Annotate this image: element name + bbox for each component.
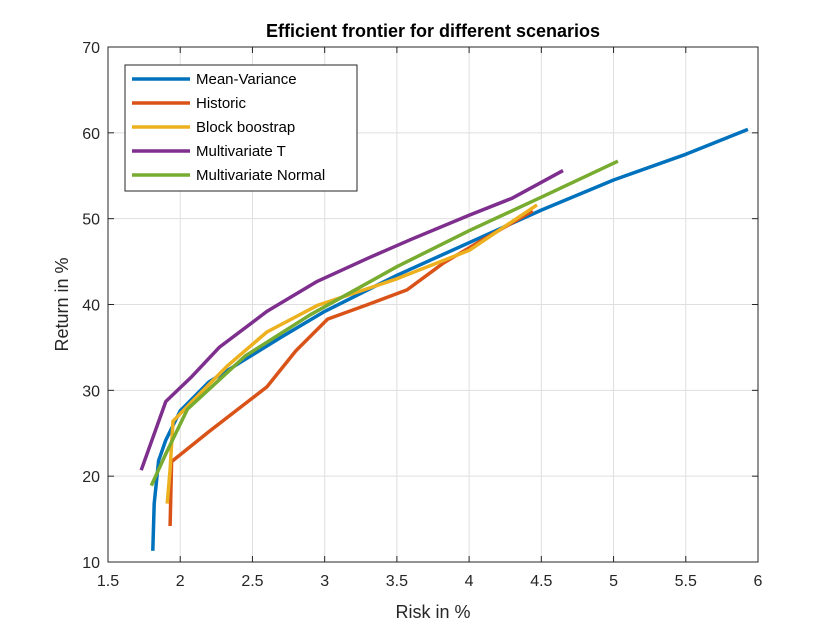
y-tick-label: 10 xyxy=(82,555,100,572)
legend-label: Block boostrap xyxy=(196,119,295,136)
y-axis-label: Return in % xyxy=(52,257,72,351)
x-tick-label: 2 xyxy=(176,573,185,590)
legend-label: Historic xyxy=(196,95,247,112)
x-tick-labels: 1.5 2 2.5 3 3.5 4 4.5 5 5.5 6 xyxy=(97,573,763,590)
legend: Mean-Variance Historic Block boostrap Multi… xyxy=(124,64,358,192)
x-tick-label: 3.5 xyxy=(386,573,408,590)
x-tick-label: 4 xyxy=(465,573,474,590)
y-tick-label: 40 xyxy=(82,298,100,315)
x-tick-label: 5.5 xyxy=(675,573,697,590)
tick-marks xyxy=(107,46,759,563)
x-tick-label: 1.5 xyxy=(97,573,119,590)
series-line xyxy=(149,159,619,487)
y-tick-label: 70 xyxy=(82,40,100,57)
series-line xyxy=(139,169,564,471)
series-line xyxy=(151,127,749,551)
y-tick-label: 30 xyxy=(82,383,100,400)
x-tick-label: 2.5 xyxy=(241,573,263,590)
y-tick-label: 60 xyxy=(82,126,100,143)
x-tick-label: 5 xyxy=(609,573,618,590)
y-tick-label: 20 xyxy=(82,469,100,486)
y-tick-label: 50 xyxy=(82,212,100,229)
legend-label: Multivariate T xyxy=(196,143,286,160)
legend-label: Multivariate Normal xyxy=(196,167,325,184)
legend-label: Mean-Variance xyxy=(196,71,297,88)
x-tick-label: 4.5 xyxy=(530,573,552,590)
chart-title: Efficient frontier for different scenari… xyxy=(266,21,600,41)
series-lines xyxy=(139,127,749,551)
x-tick-label: 6 xyxy=(754,573,763,590)
x-tick-label: 3 xyxy=(320,573,329,590)
x-axis-label: Risk in % xyxy=(395,602,470,622)
y-tick-labels: 10 20 30 40 50 60 70 xyxy=(82,40,100,572)
